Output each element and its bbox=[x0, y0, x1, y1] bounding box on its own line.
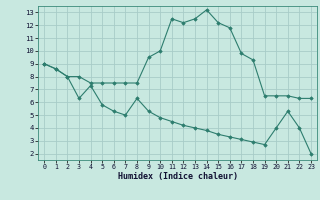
X-axis label: Humidex (Indice chaleur): Humidex (Indice chaleur) bbox=[118, 172, 238, 181]
